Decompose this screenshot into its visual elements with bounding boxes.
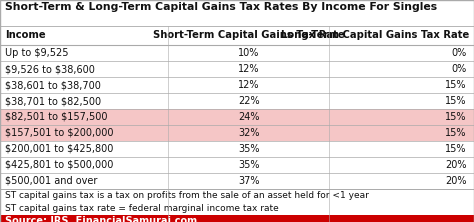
Bar <box>0 93 474 109</box>
Text: 22%: 22% <box>238 96 260 106</box>
Bar <box>0 125 474 141</box>
Bar <box>0 45 474 61</box>
Text: 15%: 15% <box>446 144 467 154</box>
Text: 15%: 15% <box>446 96 467 106</box>
Text: 24%: 24% <box>238 112 260 122</box>
Text: 10%: 10% <box>238 48 260 58</box>
Text: 15%: 15% <box>446 128 467 138</box>
Bar <box>0 157 474 173</box>
Text: \$38,601 to \$38,700: \$38,601 to \$38,700 <box>5 80 100 90</box>
Text: Income: Income <box>5 30 46 40</box>
Text: \$157,501 to \$200,000: \$157,501 to \$200,000 <box>5 128 113 138</box>
Bar <box>0 109 474 125</box>
Text: 12%: 12% <box>238 64 260 74</box>
Text: \$82,501 to \$157,500: \$82,501 to \$157,500 <box>5 112 107 122</box>
Text: \$38,701 to \$82,500: \$38,701 to \$82,500 <box>5 96 101 106</box>
Text: 35%: 35% <box>238 144 260 154</box>
Text: Source: IRS, FinancialSamurai.com: Source: IRS, FinancialSamurai.com <box>5 216 197 222</box>
Text: ST capital gains tax rate = federal marginal income tax rate: ST capital gains tax rate = federal marg… <box>5 204 279 213</box>
Bar <box>0 141 474 157</box>
Text: 15%: 15% <box>446 80 467 90</box>
Text: Up to \$9,525: Up to \$9,525 <box>5 48 68 58</box>
Text: 35%: 35% <box>238 160 260 170</box>
Text: Short-Term & Long-Term Capital Gains Tax Rates By Income For Singles: Short-Term & Long-Term Capital Gains Tax… <box>5 2 437 12</box>
Text: 0%: 0% <box>452 48 467 58</box>
Text: 0%: 0% <box>452 64 467 74</box>
Bar <box>0 26 474 45</box>
Text: Short-Term Capital Gains Tax Rate: Short-Term Capital Gains Tax Rate <box>153 30 345 40</box>
Text: \$200,001 to \$425,800: \$200,001 to \$425,800 <box>5 144 113 154</box>
Text: 12%: 12% <box>238 80 260 90</box>
Text: 37%: 37% <box>238 176 260 186</box>
Text: ST capital gains tax is a tax on profits from the sale of an asset held for <1 y: ST capital gains tax is a tax on profits… <box>5 191 369 200</box>
Text: Long-Term Capital Gains Tax Rate: Long-Term Capital Gains Tax Rate <box>281 30 469 40</box>
Text: \$9,526 to \$38,600: \$9,526 to \$38,600 <box>5 64 95 74</box>
Text: 32%: 32% <box>238 128 260 138</box>
Bar <box>0 215 474 222</box>
Text: 15%: 15% <box>446 112 467 122</box>
Bar <box>0 77 474 93</box>
Text: \$500,001 and over: \$500,001 and over <box>5 176 97 186</box>
Bar <box>0 61 474 77</box>
Bar <box>0 173 474 189</box>
Text: 20%: 20% <box>446 176 467 186</box>
Text: 20%: 20% <box>446 160 467 170</box>
Text: \$425,801 to \$500,000: \$425,801 to \$500,000 <box>5 160 113 170</box>
